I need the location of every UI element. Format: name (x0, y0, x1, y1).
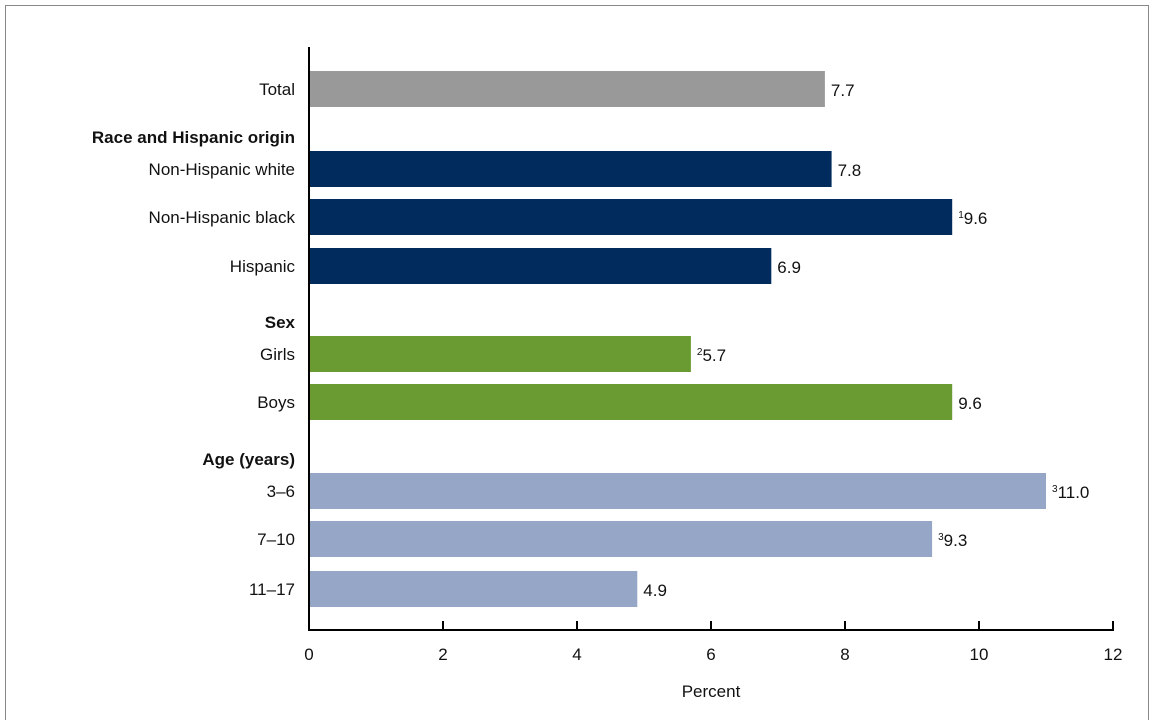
value-text: 5.7 (702, 346, 726, 365)
value-label: 311.0 (1052, 483, 1089, 502)
group-heading: Sex (265, 313, 296, 332)
x-tick-label: 6 (706, 645, 715, 664)
bar (309, 151, 832, 187)
value-text: 9.3 (944, 531, 968, 550)
x-tick-label: 10 (970, 645, 989, 664)
category-label: Boys (257, 393, 295, 412)
bars-layer (309, 71, 1046, 607)
value-label: 4.9 (643, 581, 667, 600)
chart-frame (5, 5, 1149, 720)
category-label: 3–6 (267, 482, 295, 501)
bar (309, 384, 953, 420)
category-label: Total (259, 80, 295, 99)
value-label: 6.9 (777, 258, 801, 277)
x-tick-label: 4 (572, 645, 581, 664)
bar (309, 336, 691, 372)
value-label: 9.6 (958, 394, 982, 413)
category-label: 11–17 (249, 580, 295, 599)
x-tick-label: 12 (1104, 645, 1123, 664)
x-tick-label: 2 (438, 645, 447, 664)
bar (309, 248, 772, 284)
bar (309, 521, 933, 557)
value-label: 7.8 (838, 161, 862, 180)
axis-layer: 0 2 4 6 8 10 12 (304, 47, 1122, 664)
footnote-marker: 3 (938, 532, 944, 543)
value-text: 9.6 (964, 209, 988, 228)
category-label: Non-Hispanic black (149, 208, 296, 227)
footnote-marker: 3 (1052, 484, 1058, 495)
x-tick-label: 8 (840, 645, 849, 664)
value-label: 19.6 (958, 209, 987, 228)
footnote-marker: 1 (958, 210, 964, 221)
value-label: 7.7 (831, 81, 855, 100)
group-heading: Race and Hispanic origin (92, 128, 295, 147)
x-axis-label: Percent (682, 682, 741, 701)
category-label: Non-Hispanic white (149, 160, 295, 179)
category-label: Hispanic (230, 257, 296, 276)
footnote-marker: 2 (697, 347, 703, 358)
category-label: Girls (260, 345, 295, 364)
value-label: 39.3 (938, 531, 967, 550)
x-tick-label: 0 (304, 645, 313, 664)
value-label: 25.7 (697, 346, 726, 365)
bar (309, 571, 638, 607)
value-text: 11.0 (1058, 483, 1090, 502)
bar (309, 473, 1046, 509)
bar (309, 71, 825, 107)
group-heading: Age (years) (202, 450, 295, 469)
labels-layer: Total 7.7 Race and Hispanic origin Non-Hisp… (92, 80, 1090, 600)
bar (309, 199, 953, 235)
category-label: 7–10 (257, 530, 295, 549)
